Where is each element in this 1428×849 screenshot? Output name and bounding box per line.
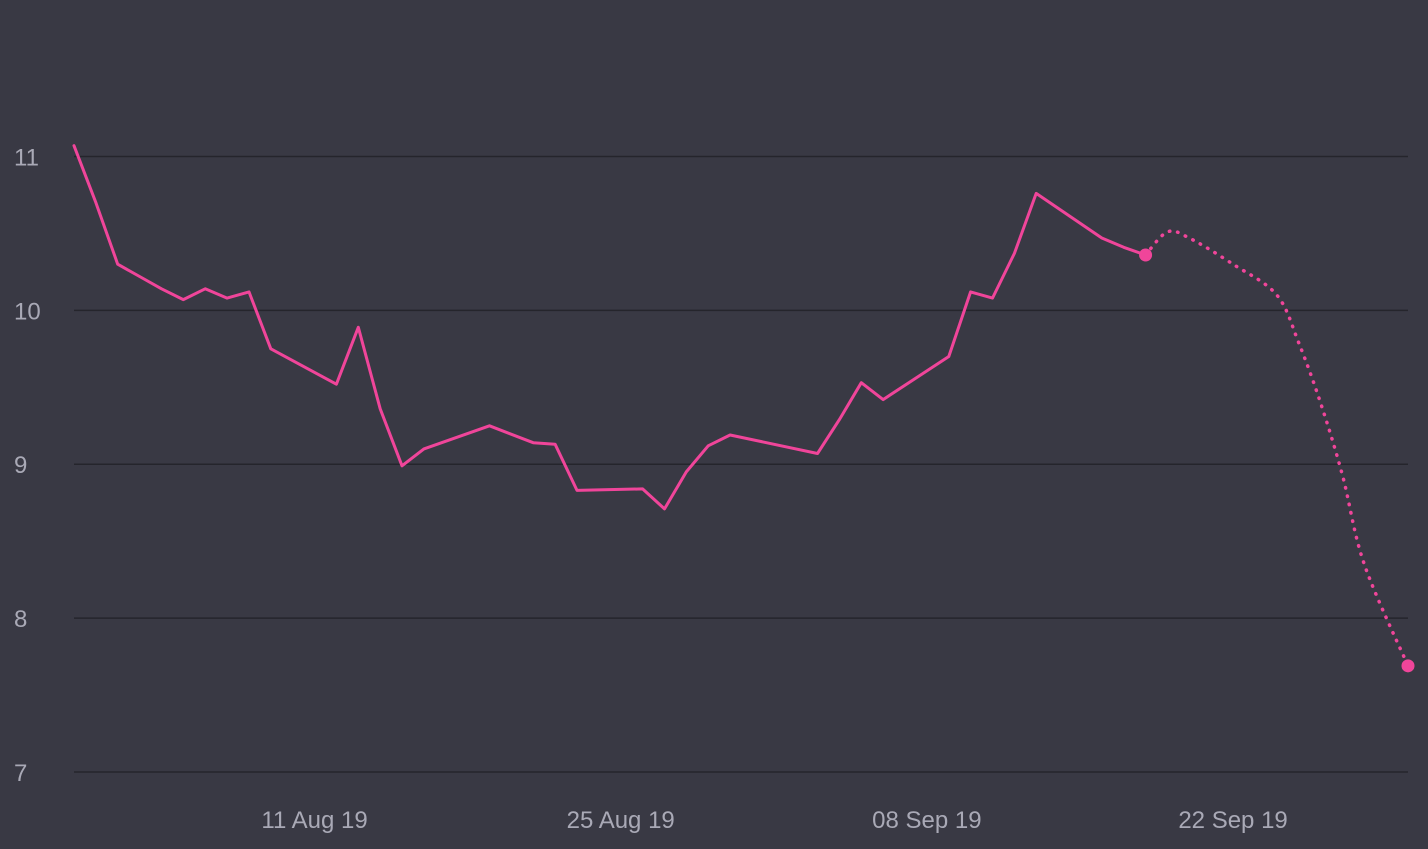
data-point-2019-08-07 [223,294,231,302]
forecast-point-2019-09-25 [1295,339,1303,347]
data-point-2019-09-11 [988,294,996,302]
data-point-2019-08-22 [551,440,559,448]
data-point-2019-08-14 [376,405,384,413]
data-point-2019-07-31 [70,142,78,150]
forecast-end-marker [1401,659,1415,673]
forecast-point-2019-09-18 [1142,251,1150,259]
y-tick-label-11: 11 [14,144,39,171]
data-point-2019-08-01 [92,199,100,207]
y-tick-label-9: 9 [14,452,27,479]
x-tick-label-2019-09-08: 08 Sep 19 [872,807,981,834]
data-point-2019-08-23 [573,486,581,494]
data-point-2019-08-27 [660,505,668,513]
data-point-2019-09-04 [835,416,843,424]
data-point-2019-08-03 [136,273,144,281]
data-point-2019-08-15 [398,462,406,470]
forecast-point-2019-09-24 [1273,291,1281,299]
data-point-2019-08-19 [486,422,494,430]
data-point-2019-08-16 [420,445,428,453]
data-point-2019-08-13 [354,323,362,331]
gridlines [74,155,1408,773]
y-tick-label-8: 8 [14,606,27,633]
data-point-2019-09-10 [967,288,975,296]
x-tick-label-2019-08-11: 11 Aug 19 [261,807,367,834]
x-axis-tick-labels: 11 Aug 19 25 Aug 19 08 Sep 19 22 Sep 19 [261,807,1287,834]
data-point-2019-08-09 [267,345,275,353]
data-point-2019-08-29 [704,442,712,450]
forecast-series-line [1143,229,1410,668]
data-point-2019-08-08 [245,288,253,296]
forecast-point-2019-09-22 [1229,260,1237,268]
data-point-2019-09-06 [879,396,887,404]
y-axis-tick-labels: 7 8 9 10 11 [14,144,41,787]
y-tick-label-7: 7 [14,760,27,787]
forecast-point-2019-09-19 [1163,228,1171,236]
data-point-2019-08-28 [682,468,690,476]
data-point-2019-08-04 [157,285,165,293]
data-point-2019-09-05 [857,379,865,387]
data-point-2019-08-21 [529,439,537,447]
forecast-point-2019-09-20 [1185,234,1193,242]
data-point-2019-08-02 [114,260,122,268]
y-tick-label-10: 10 [14,298,41,325]
series-group [70,142,1415,673]
data-point-2019-08-06 [201,285,209,293]
forecast-point-2019-09-28 [1360,560,1368,568]
data-point-2019-08-30 [726,431,734,439]
data-point-2019-08-12 [332,380,340,388]
data-point-2019-09-09 [945,353,953,361]
forecast-point-2019-09-26 [1317,399,1325,407]
data-point-2019-09-03 [814,449,822,457]
data-point-2019-09-16 [1098,234,1106,242]
x-tick-label-2019-09-22: 22 Sep 19 [1178,807,1287,834]
forecast-point-2019-09-27 [1338,471,1346,479]
price-series-line [72,144,1148,511]
x-tick-label-2019-08-25: 25 Aug 19 [567,807,675,834]
data-point-2019-08-05 [179,296,187,304]
data-point-2019-09-17 [1120,243,1128,251]
data-point-2019-09-13 [1032,189,1040,197]
data-point-2019-09-12 [1010,249,1018,257]
data-point-2019-08-26 [639,485,647,493]
